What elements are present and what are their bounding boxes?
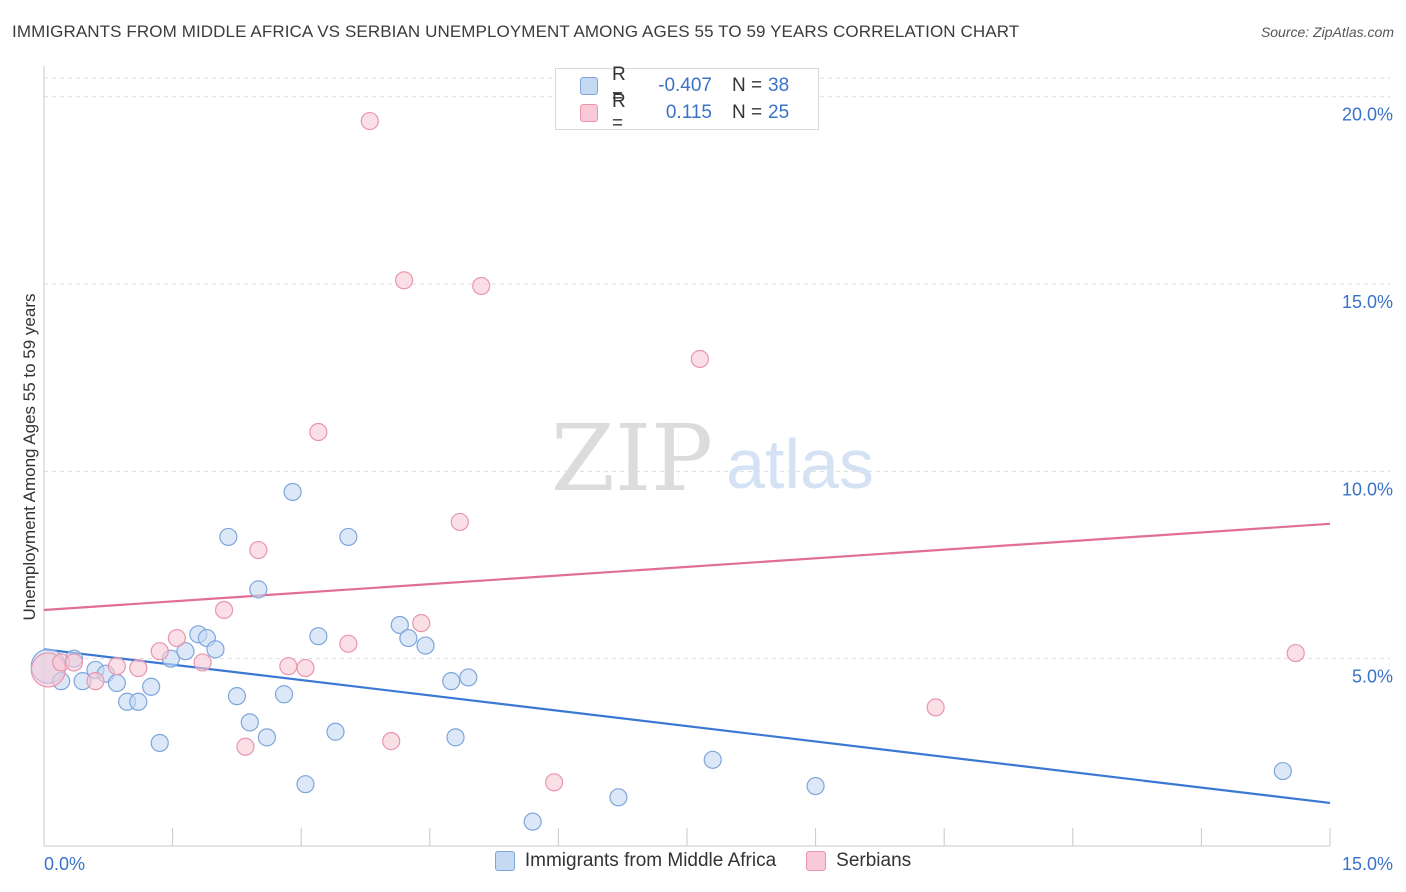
- immigrants-point: [459, 668, 478, 687]
- serbians-point: [926, 698, 945, 717]
- n-value: 38: [768, 75, 790, 96]
- serbians-point: [193, 653, 212, 672]
- stats-row-blue: R = -0.407 N = 38: [580, 64, 790, 107]
- serbians-point: [279, 657, 298, 676]
- serbians-point: [1286, 643, 1305, 663]
- stats-legend: R = -0.407 N = 38 R = 0.115 N = 25: [555, 64, 819, 134]
- immigrants-point: [442, 672, 461, 691]
- serbians-point: [450, 512, 469, 532]
- source-label: Source: ZipAtlas.com: [1260, 24, 1394, 40]
- serbians-point: [150, 642, 169, 661]
- data-points: [30, 111, 1305, 831]
- serbians-point: [64, 653, 84, 672]
- x-tick-label: 15.0%: [1342, 854, 1393, 874]
- r-label: R =: [612, 91, 626, 134]
- serbians-point: [394, 271, 414, 290]
- serbians-point: [360, 111, 379, 131]
- trend-lines: [43, 522, 1331, 805]
- axes: [43, 66, 1331, 847]
- immigrants-point: [446, 728, 465, 747]
- serbians-point: [309, 422, 328, 442]
- blue-swatch: [494, 851, 515, 871]
- immigrants-point: [416, 636, 435, 655]
- immigrants-point: [219, 527, 238, 547]
- immigrants-trend-line: [43, 648, 1331, 805]
- immigrants-point: [339, 527, 358, 547]
- immigrants-point: [107, 673, 126, 693]
- blue-swatch: [580, 77, 598, 95]
- immigrants-point: [296, 775, 315, 794]
- grid: [44, 77, 1390, 660]
- legend-item-serbians[interactable]: Serbians: [806, 850, 911, 872]
- immigrants-point: [1273, 761, 1292, 781]
- serbians-point: [690, 349, 709, 369]
- immigrants-point: [249, 580, 268, 599]
- immigrants-point: [703, 750, 722, 769]
- series-legend: Immigrants from Middle Africa Serbians: [0, 850, 1406, 872]
- immigrants-point: [142, 677, 161, 696]
- stats-row-pink: R = 0.115 N = 25: [580, 91, 790, 134]
- pink-swatch: [806, 851, 827, 871]
- y-tick-label: 20.0%: [1342, 105, 1393, 125]
- immigrants-point: [523, 812, 542, 831]
- immigrants-point: [326, 722, 345, 741]
- x-tick-label: 0.0%: [44, 854, 85, 874]
- r-value: 0.115: [665, 102, 712, 123]
- immigrants-point: [399, 628, 418, 648]
- serbians-point: [236, 737, 255, 756]
- serbians-point: [167, 628, 186, 648]
- immigrants-point: [309, 627, 328, 646]
- serbians-point: [86, 672, 105, 691]
- immigrants-point: [206, 640, 225, 659]
- immigrants-point: [227, 687, 246, 706]
- n-label: N =: [732, 75, 763, 96]
- immigrants-point: [150, 733, 169, 753]
- serbians-point: [339, 634, 358, 653]
- serbians-point: [382, 732, 401, 751]
- n-label: N =: [732, 102, 763, 123]
- pink-swatch: [580, 104, 598, 122]
- immigrants-point: [283, 482, 302, 502]
- chart-title: IMMIGRANTS FROM MIDDLE AFRICA VS SERBIAN…: [12, 22, 1020, 41]
- tick-labels: 5.0% 10.0% 15.0% 20.0% 0.0% 15.0%: [44, 105, 1393, 874]
- immigrants-point: [609, 788, 628, 807]
- n-value: 25: [768, 102, 790, 123]
- r-value: -0.407: [658, 75, 712, 96]
- serbians-point: [545, 773, 564, 792]
- serbians-point: [412, 613, 431, 633]
- immigrants-point: [129, 692, 148, 711]
- r-label: R =: [612, 64, 626, 107]
- serbians-point: [296, 658, 315, 678]
- serbians-point: [214, 600, 234, 620]
- legend-item-immigrants[interactable]: Immigrants from Middle Africa: [494, 850, 777, 872]
- y-tick-label: 10.0%: [1342, 479, 1393, 499]
- immigrants-point: [806, 776, 825, 796]
- y-tick-label: 15.0%: [1342, 292, 1393, 312]
- immigrants-point: [274, 685, 294, 704]
- watermark-zip: ZIP: [551, 405, 713, 512]
- watermark-atlas: atlas: [726, 425, 874, 503]
- serbians-point: [249, 540, 268, 560]
- immigrants-point: [257, 728, 277, 747]
- legend-label: Immigrants from Middle Africa: [524, 850, 777, 871]
- serbians-point: [107, 657, 126, 676]
- y-tick-label: 5.0%: [1352, 667, 1393, 687]
- legend-label: Serbians: [836, 850, 912, 871]
- immigrants-point: [390, 615, 409, 635]
- immigrants-point: [176, 642, 195, 661]
- immigrants-point: [240, 713, 259, 732]
- watermark: ZIP atlas: [551, 405, 874, 512]
- serbians-point: [129, 658, 148, 678]
- serbians-point: [472, 276, 491, 296]
